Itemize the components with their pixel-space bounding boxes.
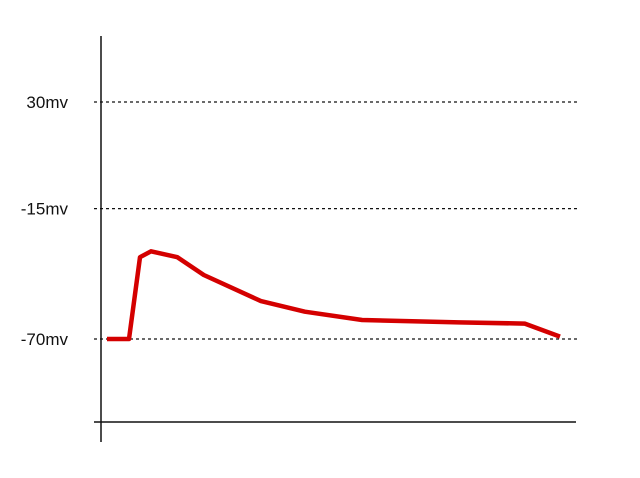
y-tick-label-1: -15mv <box>21 200 69 219</box>
membrane-potential-line <box>107 249 561 342</box>
y-tick-labels: 30mv -15mv -70mv <box>21 93 69 349</box>
reference-lines <box>94 101 578 340</box>
y-tick-label-0: 30mv <box>26 93 68 112</box>
y-tick-label-2: -70mv <box>21 330 69 349</box>
